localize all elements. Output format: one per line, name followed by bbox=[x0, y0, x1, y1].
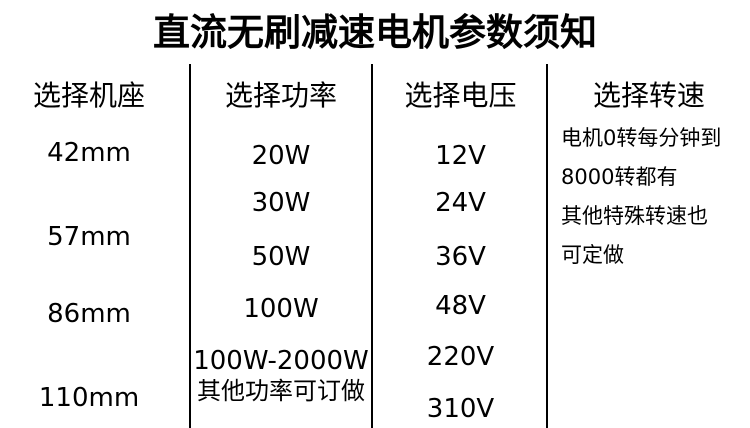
column-header-voltage: 选择电压 bbox=[404, 79, 517, 112]
frame-size-option-42mm: 42mm bbox=[47, 138, 131, 168]
speed-note-line-3: 其他特殊转速也 bbox=[561, 204, 708, 228]
frame-size-option-86mm: 86mm bbox=[47, 299, 131, 329]
column-divider-1 bbox=[189, 64, 191, 428]
column-divider-3 bbox=[546, 64, 548, 428]
frame-size-option-57mm: 57mm bbox=[47, 222, 131, 252]
speed-note-line-1: 电机0转每分钟到 bbox=[561, 126, 722, 150]
power-option-50w: 50W bbox=[251, 242, 311, 272]
speed-note-line-4: 可定做 bbox=[561, 243, 624, 267]
column-divider-2 bbox=[371, 64, 373, 428]
power-option-custom-range: 100W-2000W bbox=[193, 346, 369, 376]
frame-size-option-110mm: 110mm bbox=[38, 383, 140, 413]
column-header-power: 选择功率 bbox=[224, 79, 337, 112]
power-option-100w: 100W bbox=[243, 294, 319, 324]
speed-note-line-2: 8000转都有 bbox=[561, 165, 678, 189]
voltage-option-48v: 48V bbox=[435, 291, 486, 321]
speed-note: 电机0转每分钟到 8000转都有 其他特殊转速也 可定做 bbox=[561, 119, 746, 275]
voltage-option-310v: 310V bbox=[426, 394, 495, 424]
power-custom-note: 其他功率可订做 bbox=[197, 377, 365, 405]
column-header-speed: 选择转速 bbox=[592, 79, 705, 112]
voltage-option-220v: 220V bbox=[426, 342, 495, 372]
page-title: 直流无刷减速电机参数须知 bbox=[153, 11, 597, 54]
voltage-option-36v: 36V bbox=[435, 242, 486, 272]
voltage-option-12v: 12V bbox=[435, 141, 486, 171]
power-option-20w: 20W bbox=[251, 141, 311, 171]
power-option-30w: 30W bbox=[251, 188, 311, 218]
column-header-frame-size: 选择机座 bbox=[32, 79, 145, 112]
voltage-option-24v: 24V bbox=[435, 188, 486, 218]
